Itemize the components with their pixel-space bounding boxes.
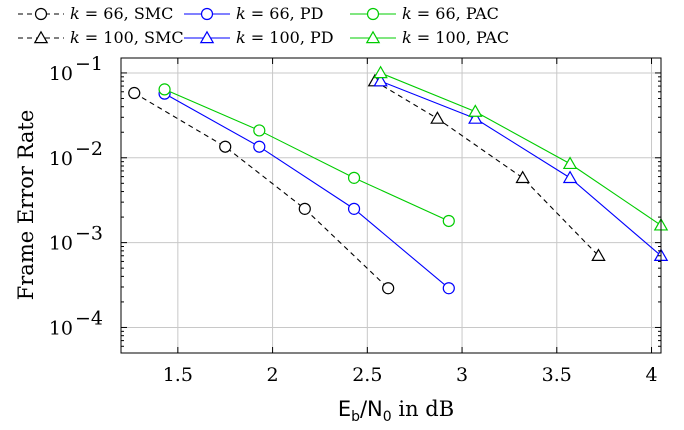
data-point	[442, 282, 455, 295]
legend-label: k = 100, PAC	[402, 28, 509, 47]
grid	[121, 58, 661, 353]
series-line	[133, 92, 389, 289]
ticks	[121, 58, 661, 354]
legend-k: k	[402, 4, 412, 23]
legend-k: k	[236, 28, 246, 47]
data-point	[158, 83, 171, 96]
legend-item: k = 66, PAC	[350, 4, 499, 23]
data-point	[347, 202, 361, 215]
series-line	[374, 80, 599, 257]
data-point	[347, 171, 361, 184]
y-tick-label: 10	[49, 317, 73, 339]
data-point	[591, 248, 606, 262]
x-axis-title-e: E	[338, 397, 351, 421]
series-66-smc	[128, 86, 395, 295]
legend-marker	[199, 30, 215, 44]
x-tick-label: 2.5	[352, 364, 382, 386]
legend-item: k = 100, PD	[184, 28, 334, 47]
x-tick-label: 3.5	[542, 364, 572, 386]
y-tick-label: 10	[49, 233, 73, 255]
y-tick-label-exponent: −3	[75, 223, 103, 245]
y-tick-label-exponent: −1	[75, 53, 103, 75]
legend-rest: = 100, SMC	[80, 28, 184, 47]
legend-label: k = 66, SMC	[70, 4, 173, 23]
legend-rest: = 100, PD	[246, 28, 334, 47]
data-point	[382, 282, 395, 295]
legend-item: k = 66, PD	[184, 4, 323, 23]
legend-item: k = 66, SMC	[18, 4, 173, 23]
data-point	[442, 214, 455, 228]
data-point	[219, 140, 232, 153]
legend-k: k	[402, 28, 412, 47]
legend-rest: = 66, PAC	[412, 4, 499, 23]
series-line	[380, 80, 662, 257]
y-tick-label: 10	[49, 148, 73, 170]
x-tick-label: 3	[456, 364, 468, 386]
x-axis-title: Eb/N0 in dB	[338, 397, 454, 425]
series-line	[164, 93, 450, 289]
legend-marker	[34, 7, 48, 21]
series-line	[380, 72, 662, 226]
data-point	[562, 156, 578, 170]
x-tick-label: 2	[267, 364, 279, 386]
data-point	[253, 124, 266, 137]
x-axis-title-tail: in dB	[392, 397, 454, 421]
series-layer	[128, 65, 669, 295]
y-tick-label-exponent: −4	[75, 307, 103, 329]
legend-marker	[365, 30, 381, 44]
y-tick-label: 10	[49, 63, 73, 85]
legend-label: k = 66, PD	[236, 4, 323, 23]
data-point	[562, 170, 578, 184]
legend-k: k	[236, 4, 246, 23]
data-point	[468, 111, 483, 124]
legend-label: k = 100, PD	[236, 28, 334, 47]
series-100-pd	[373, 73, 669, 262]
y-axis-title: Frame Error Rate	[14, 110, 38, 301]
x-axis-title-sub-0: 0	[383, 409, 392, 425]
data-point	[298, 202, 311, 215]
series-66-pac	[158, 83, 455, 228]
legend-label: k = 66, PAC	[402, 4, 499, 23]
series-line	[164, 88, 450, 222]
series-66-pd	[158, 87, 455, 295]
legend-rest: = 66, PD	[246, 4, 324, 23]
x-tick-label: 4	[645, 364, 657, 386]
legend-marker	[366, 7, 380, 21]
x-axis-title-sub-b: b	[351, 409, 360, 425]
x-tick-label: 1.5	[163, 364, 193, 386]
tick-labels: 1.5 2 2.5 3 3.5 410−110−210−310−4	[49, 53, 658, 386]
x-axis-title-slash-n: /N	[360, 397, 383, 421]
data-point	[468, 104, 483, 117]
legend-rest: = 66, SMC	[80, 4, 174, 23]
legend-rest: = 100, PAC	[412, 28, 509, 47]
legend-marker	[200, 7, 214, 21]
legend-marker	[33, 30, 49, 44]
series-100-pac	[373, 65, 669, 231]
data-point	[253, 140, 266, 153]
plot-frame	[120, 57, 662, 354]
legend-k: k	[70, 28, 80, 47]
data-point	[373, 65, 388, 79]
data-point	[128, 86, 141, 100]
legend-item: k = 100, SMC	[18, 28, 184, 47]
data-point	[515, 170, 530, 184]
y-tick-label-exponent: −2	[75, 138, 103, 160]
data-point	[373, 73, 388, 87]
legend-item: k = 100, PAC	[350, 28, 509, 47]
legend-label: k = 100, SMC	[70, 28, 184, 47]
data-point	[430, 111, 445, 124]
legend-k: k	[70, 4, 80, 23]
